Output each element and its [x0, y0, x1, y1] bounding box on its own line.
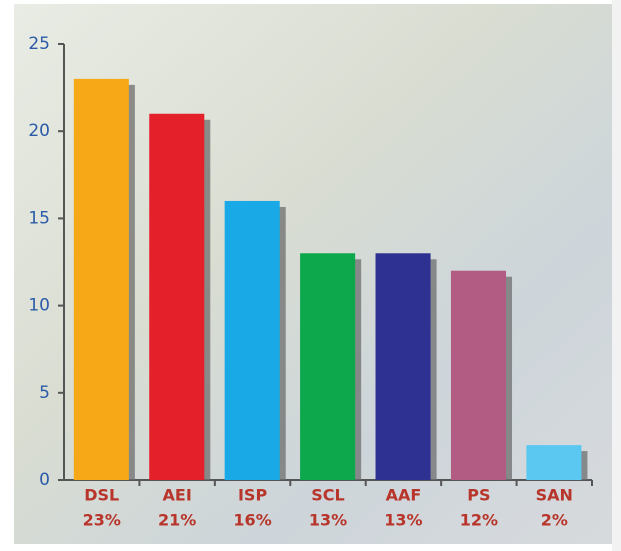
plot: 0 5 10 15 20 25 DSL 23% AEI 21% ISP 16% SCL 13% AAF 13%… [28, 34, 593, 530]
bar [526, 445, 582, 480]
value-label: 13% [384, 511, 422, 530]
value-label: 23% [83, 511, 121, 530]
edge [612, 0, 621, 551]
x-tick-label: ISP [238, 486, 267, 505]
y-tick-label: 10 [28, 296, 50, 316]
value-label: 21% [158, 511, 196, 530]
x-tick-label: PS [467, 486, 490, 505]
y-tick-label: 15 [28, 208, 50, 228]
value-label: 2% [541, 511, 568, 530]
bar [300, 253, 356, 480]
y-tick-label: 25 [28, 34, 50, 54]
value-label: 13% [309, 511, 347, 530]
bar [73, 78, 129, 480]
bar [224, 200, 280, 480]
x-tick-label: SCL [311, 486, 344, 505]
bar [450, 270, 507, 480]
y-tick-label: 0 [39, 470, 50, 490]
value-label: 12% [460, 511, 498, 530]
x-tick-label: SAN [536, 486, 573, 505]
x-tick-label: DSL [84, 486, 119, 505]
x-tick-label: AAF [386, 486, 422, 505]
x-tick-label: AEI [163, 486, 192, 505]
bar [149, 113, 205, 480]
y-tick-label: 5 [39, 383, 50, 403]
value-label: 16% [233, 511, 271, 530]
y-tick-label: 20 [28, 121, 50, 141]
bar [375, 253, 431, 480]
